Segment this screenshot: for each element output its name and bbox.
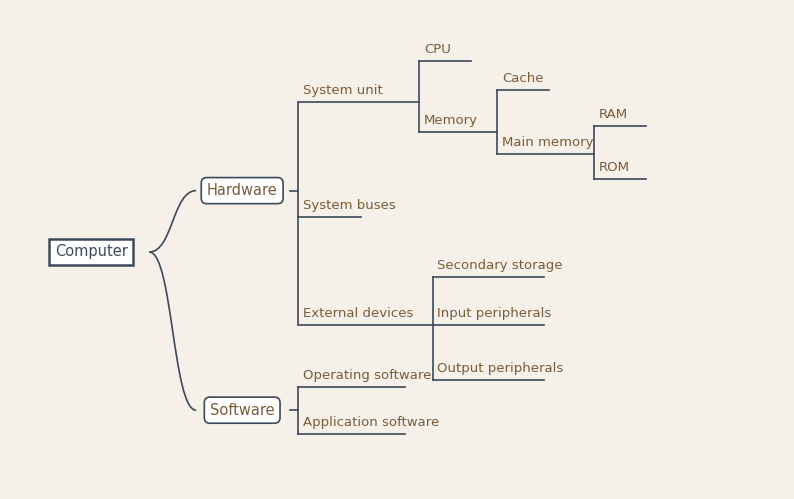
Text: Memory: Memory <box>424 114 478 127</box>
Text: ROM: ROM <box>599 161 630 174</box>
Text: External devices: External devices <box>303 307 413 320</box>
Text: Output peripherals: Output peripherals <box>437 362 564 375</box>
Text: System unit: System unit <box>303 84 382 97</box>
Text: System buses: System buses <box>303 199 395 212</box>
Text: CPU: CPU <box>424 43 451 56</box>
Text: Input peripherals: Input peripherals <box>437 307 552 320</box>
Text: Application software: Application software <box>303 416 439 429</box>
Text: Operating software: Operating software <box>303 369 431 382</box>
Text: Computer: Computer <box>55 245 128 259</box>
Text: Software: Software <box>210 403 275 418</box>
Text: Main memory: Main memory <box>502 136 593 149</box>
Text: Secondary storage: Secondary storage <box>437 259 563 272</box>
Text: Hardware: Hardware <box>206 183 278 198</box>
Text: RAM: RAM <box>599 108 628 121</box>
Text: Cache: Cache <box>502 72 543 85</box>
